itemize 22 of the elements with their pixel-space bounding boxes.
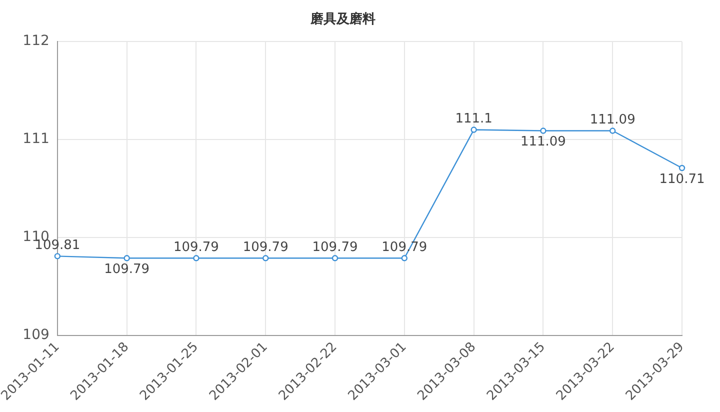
y-tick-label: 112: [22, 33, 50, 50]
point: [540, 128, 546, 134]
y-tick-label: 111: [22, 131, 50, 148]
point: [678, 164, 686, 172]
point: [124, 255, 130, 262]
chart-title: 磨具及磨料: [310, 11, 376, 28]
point: [610, 128, 616, 134]
data-label: 109.79: [312, 240, 358, 256]
data-label: 110.71: [659, 172, 705, 187]
point: [193, 255, 200, 262]
data-label: 109.79: [104, 262, 150, 278]
y-tick-label: 109: [22, 327, 50, 344]
point: [262, 255, 269, 262]
point: [332, 255, 338, 262]
data-label: 111.09: [590, 112, 636, 128]
point: [54, 253, 61, 260]
point: [470, 126, 477, 133]
data-label: 109.79: [173, 240, 219, 256]
data-label: 109.79: [242, 240, 288, 256]
data-label: 111.1: [455, 112, 492, 127]
data-label: 111.09: [520, 134, 566, 150]
point: [401, 255, 408, 262]
